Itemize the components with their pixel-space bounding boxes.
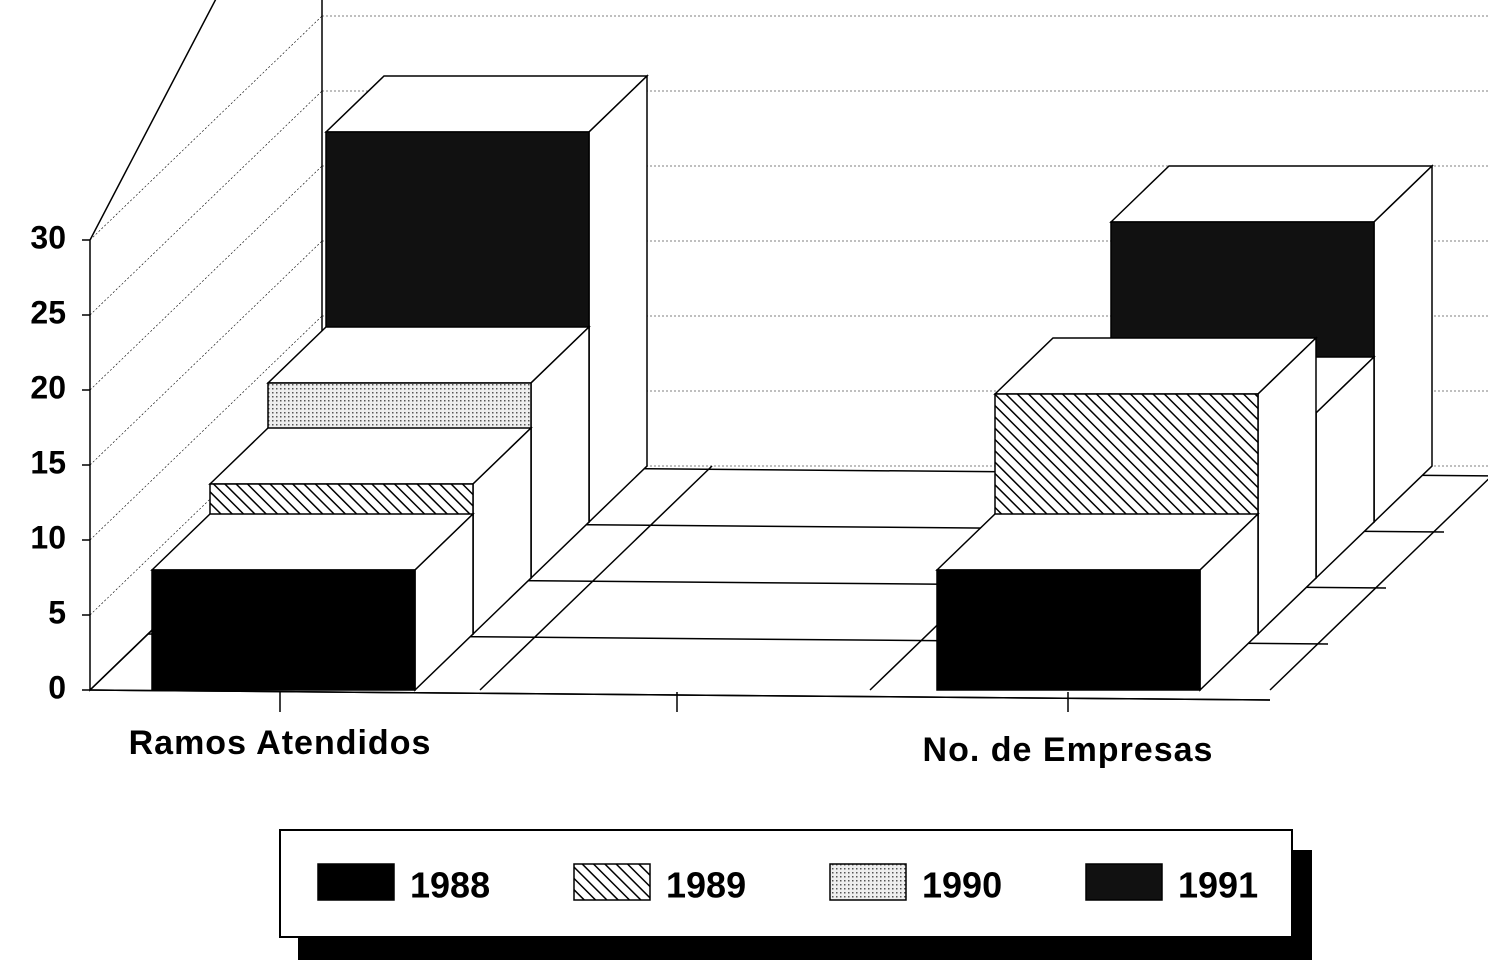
grid-line — [89, 165, 323, 391]
grid-line — [89, 15, 323, 241]
y-tick-label: 30 — [30, 219, 66, 255]
y-tick-label: 5 — [48, 594, 66, 630]
bar — [936, 569, 1201, 691]
legend-swatch — [573, 863, 651, 901]
grid-line — [89, 90, 323, 316]
y-tick-label: 0 — [48, 669, 66, 705]
floor-line — [479, 465, 713, 691]
legend-swatch — [829, 863, 907, 901]
y-tick-label: 15 — [30, 444, 66, 480]
grid-line — [89, 315, 323, 541]
x-tick-label: No. de Empresas — [923, 731, 1214, 769]
legend-label: 1990 — [922, 865, 1002, 906]
y-tick-label: 20 — [30, 369, 66, 405]
legend-swatch — [317, 863, 395, 901]
bar-side — [588, 74, 648, 524]
legend-swatch — [1085, 863, 1163, 901]
x-tick-label: Ramos Atendidos — [129, 724, 432, 762]
bar-side — [1373, 164, 1433, 524]
legend-label: 1988 — [410, 865, 490, 906]
floor-line — [1269, 478, 1488, 691]
y-tick-label: 10 — [30, 519, 66, 555]
x-axis — [89, 689, 1271, 701]
legend-label: 1991 — [1178, 865, 1258, 906]
grid-line — [89, 240, 323, 466]
legend-label: 1989 — [666, 865, 746, 906]
bar — [151, 569, 416, 691]
y-tick-label: 25 — [30, 294, 66, 330]
